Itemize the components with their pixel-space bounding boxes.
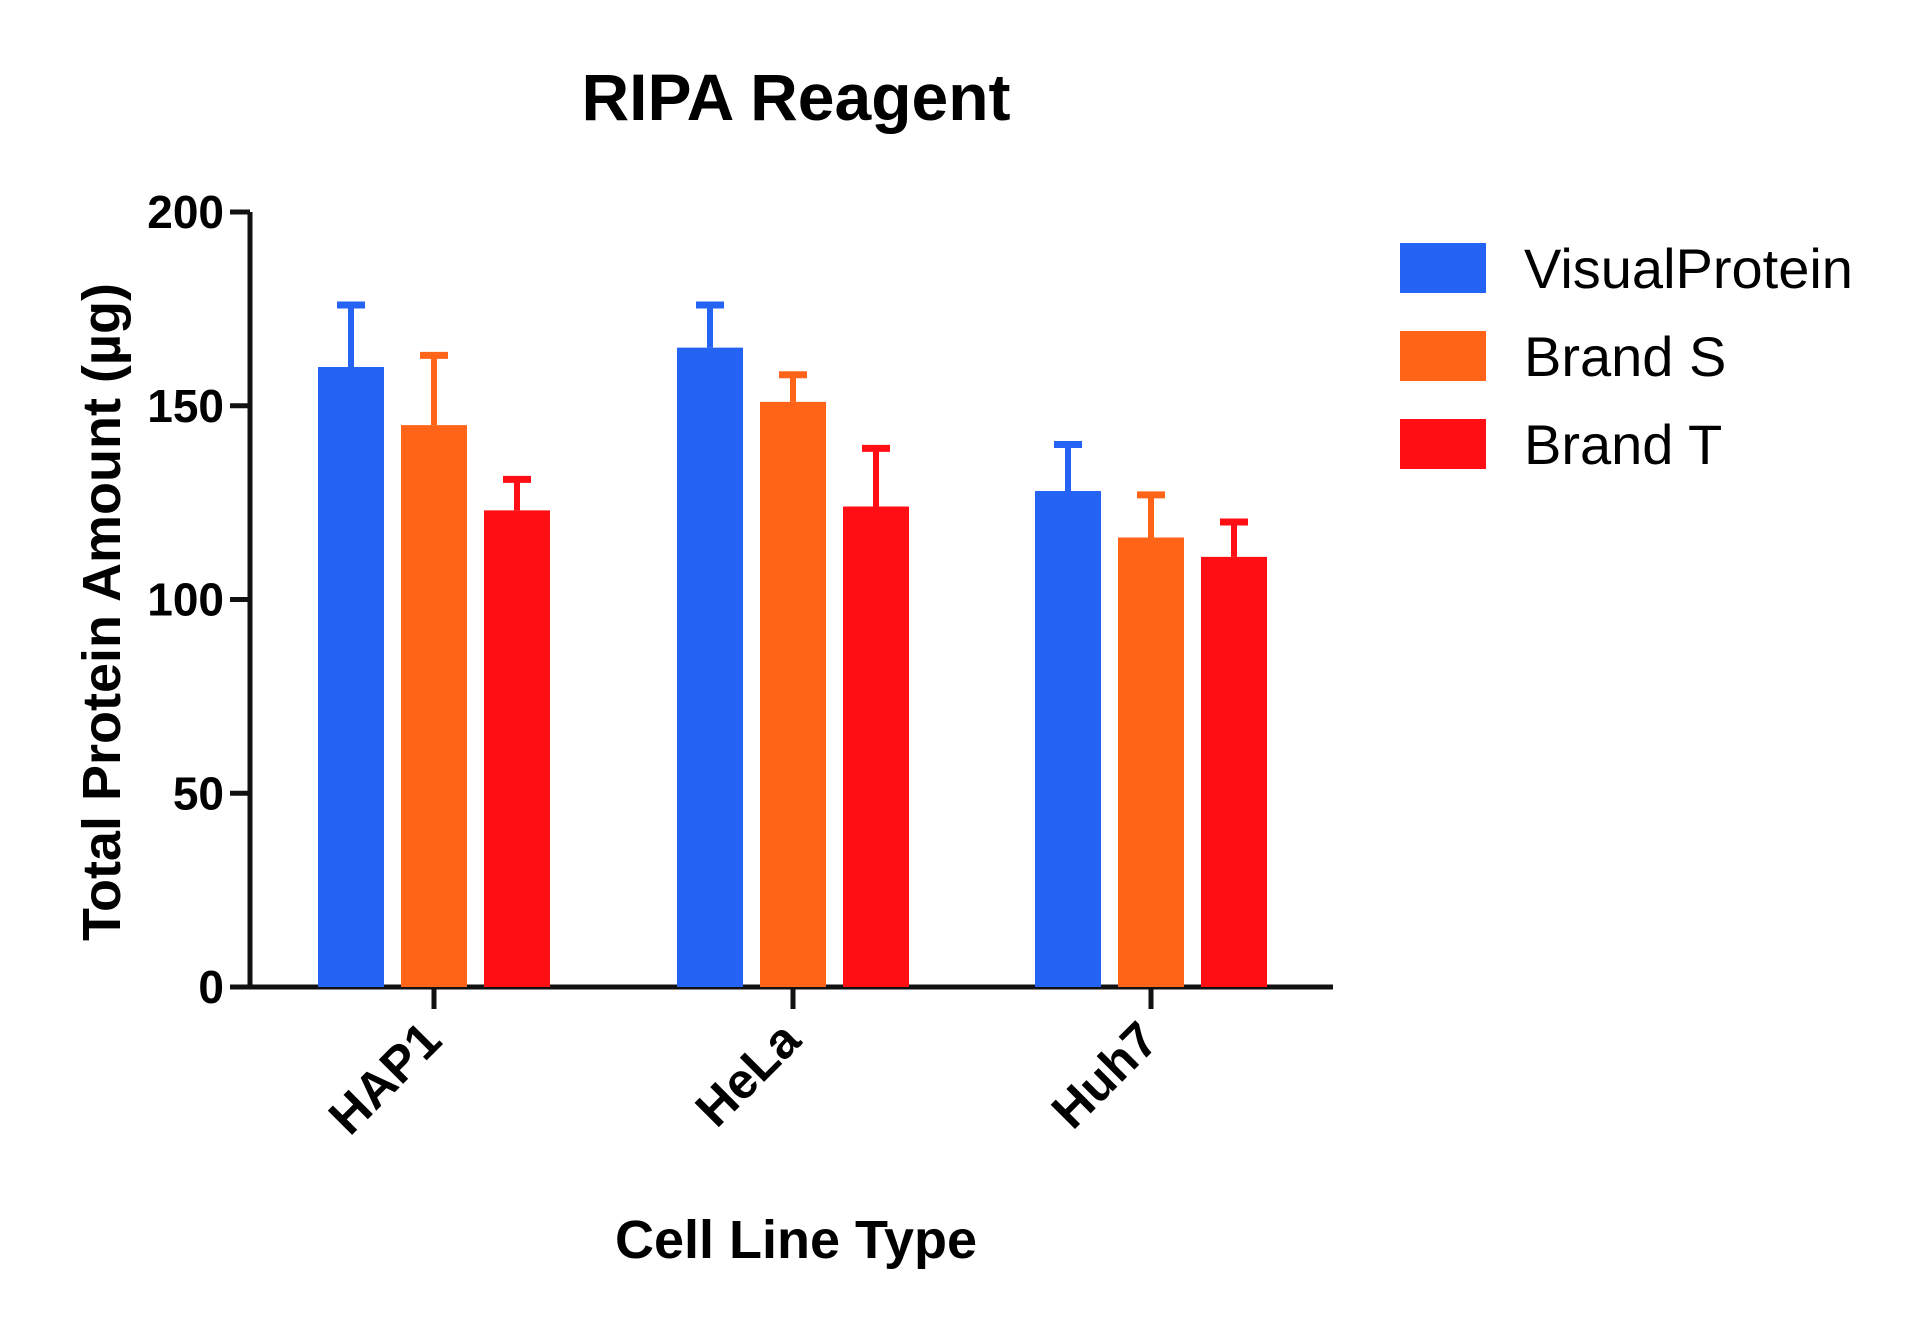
- x-axis: [248, 984, 1333, 1009]
- legend-label-brand-s: Brand S: [1524, 325, 1726, 388]
- category-label-hela: HeLa: [685, 1010, 812, 1137]
- bar-visualprotein-huh7: [1035, 491, 1101, 987]
- chart-title: RIPA Reagent: [581, 60, 1010, 134]
- bar-brand-t-huh7: [1201, 556, 1267, 987]
- bar-visualprotein-hela: [677, 347, 743, 987]
- category-label-hap1: HAP1: [318, 1011, 452, 1145]
- legend-swatch-brand-t: [1400, 419, 1486, 469]
- legend-swatch-brand-s: [1400, 331, 1486, 381]
- bars: [318, 347, 1267, 987]
- error-bars: [337, 301, 1248, 557]
- y-tick-label: 100: [147, 574, 224, 626]
- bar-brand-s-hela: [760, 401, 826, 987]
- bar-brand-t-hap1: [484, 510, 550, 987]
- category-label-huh7: Huh7: [1041, 1011, 1169, 1139]
- y-tick-label: 50: [173, 767, 224, 819]
- legend-label-brand-t: Brand T: [1524, 413, 1722, 476]
- legend-swatch-visualprotein: [1400, 243, 1486, 293]
- bar-brand-s-huh7: [1118, 537, 1184, 987]
- bar-brand-t-hela: [843, 506, 909, 987]
- y-tick-label: 200: [147, 186, 224, 238]
- legend: VisualProtein Brand S Brand T: [1400, 237, 1853, 476]
- x-axis-label: Cell Line Type: [615, 1210, 977, 1270]
- legend-label-visualprotein: VisualProtein: [1524, 237, 1853, 300]
- y-tick-label: 150: [147, 380, 224, 432]
- y-axis-label: Total Protein Amount (µg): [72, 283, 132, 941]
- y-axis: 0 50 100 150 200: [147, 186, 253, 1013]
- category-labels: HAP1 HeLa Huh7: [318, 1010, 1169, 1145]
- bar-brand-s-hap1: [401, 425, 467, 987]
- y-tick-label: 0: [198, 961, 224, 1013]
- bar-visualprotein-hap1: [318, 367, 384, 987]
